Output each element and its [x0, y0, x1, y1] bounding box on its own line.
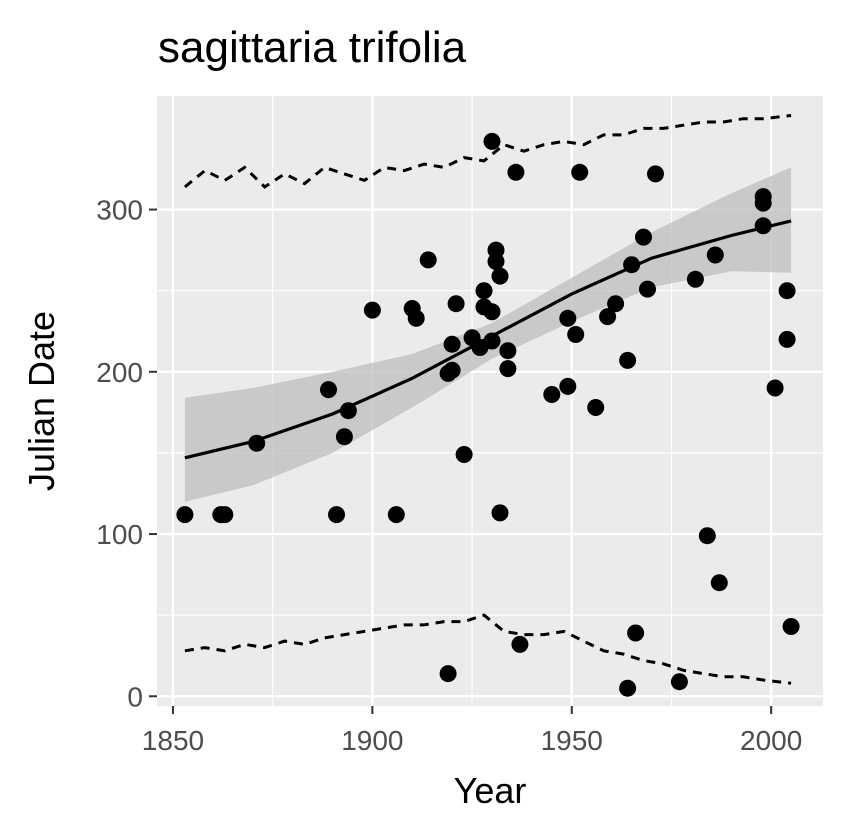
y-tick-label: 0 — [127, 681, 143, 712]
data-point — [686, 270, 704, 288]
data-point — [647, 165, 664, 183]
data-point — [216, 506, 234, 524]
data-point — [543, 386, 561, 403]
chart-title: sagittaria trifolia — [158, 23, 467, 72]
data-point — [507, 163, 525, 181]
data-point — [339, 402, 357, 420]
data-point — [491, 504, 509, 522]
data-point — [443, 335, 461, 353]
data-point — [407, 309, 425, 327]
data-point — [571, 163, 589, 181]
y-axis-title: Julian Date — [21, 311, 62, 491]
data-point — [363, 301, 381, 319]
y-axis-ticks: 0 100 200 300 — [96, 195, 157, 712]
data-point — [754, 217, 772, 235]
data-point — [475, 282, 493, 300]
x-tick-label: 1900 — [341, 725, 403, 756]
data-point — [635, 228, 652, 246]
data-point — [778, 282, 796, 300]
data-point — [439, 665, 457, 683]
data-point — [754, 188, 772, 206]
data-point — [619, 351, 637, 369]
data-point — [698, 527, 716, 545]
data-point — [607, 295, 625, 313]
data-point — [447, 295, 465, 313]
data-point — [443, 361, 461, 379]
data-point — [766, 379, 784, 397]
data-point — [455, 446, 473, 463]
upper-dashed-line — [183, 114, 792, 189]
data-point — [782, 618, 800, 635]
y-tick-label: 200 — [96, 357, 143, 388]
data-point — [619, 679, 637, 697]
data-point — [320, 381, 337, 399]
data-point — [639, 280, 656, 298]
data-point — [328, 506, 345, 524]
data-point — [387, 506, 405, 524]
x-tick-label: 1950 — [541, 725, 603, 756]
data-point — [499, 360, 517, 378]
data-point — [670, 673, 688, 691]
data-point — [627, 624, 645, 642]
data-point — [511, 635, 529, 653]
data-point — [567, 326, 585, 343]
data-point — [599, 308, 617, 326]
data-point — [491, 267, 509, 285]
lower-dashed-line — [184, 613, 792, 685]
data-point — [559, 309, 577, 327]
x-tick-label: 2000 — [740, 725, 802, 756]
y-tick-label: 100 — [96, 519, 143, 550]
data-point — [248, 434, 266, 452]
y-tick-label: 300 — [96, 195, 143, 226]
data-point — [419, 251, 437, 269]
data-point — [623, 256, 641, 274]
data-point — [176, 506, 194, 524]
data-point — [706, 246, 724, 264]
upper-dashed-path — [183, 114, 792, 189]
x-axis-ticks: 1850 1900 1950 2000 — [142, 706, 802, 756]
data-point — [559, 377, 577, 395]
data-points — [176, 132, 800, 697]
data-point — [483, 132, 501, 150]
data-point — [499, 342, 517, 360]
data-point — [587, 399, 605, 416]
grid-major-lines — [157, 96, 823, 706]
data-point — [778, 330, 796, 348]
data-point — [487, 241, 505, 259]
data-point — [483, 303, 501, 321]
data-point — [335, 428, 353, 446]
lower-dashed-path — [184, 613, 792, 685]
data-point — [710, 574, 728, 592]
data-point — [483, 332, 501, 350]
x-tick-label: 1850 — [142, 725, 204, 756]
x-axis-title: Year — [454, 770, 527, 811]
